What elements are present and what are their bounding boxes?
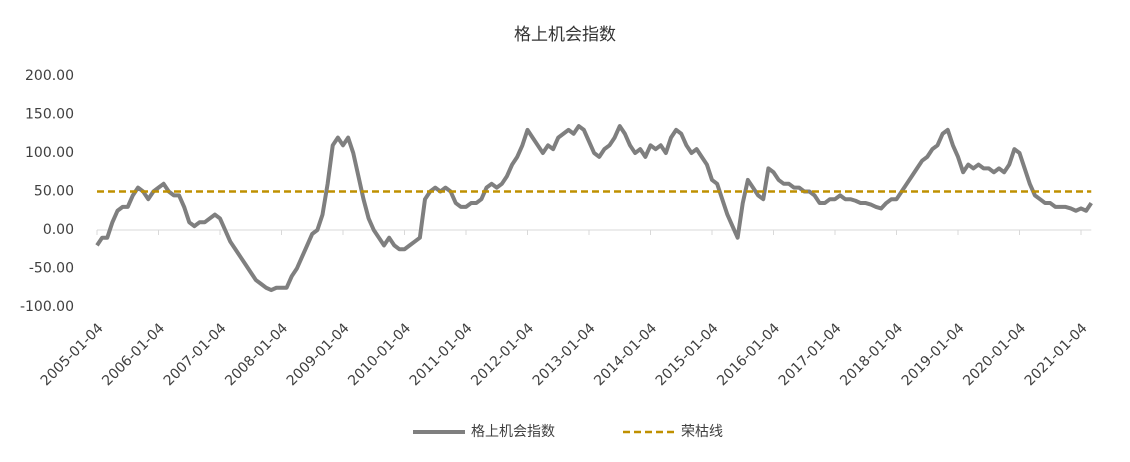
x-tick-label: 2009-01-04 <box>284 320 353 389</box>
x-tick-label: 2011-01-04 <box>407 320 476 389</box>
x-tick-label: 2005-01-04 <box>38 320 107 389</box>
x-tick-label: 2010-01-04 <box>345 320 414 389</box>
x-tick-label: 2014-01-04 <box>591 320 660 389</box>
y-tick-label: 0.00 <box>43 222 74 238</box>
y-tick-label: -100.00 <box>20 299 74 315</box>
x-tick-label: 2006-01-04 <box>99 320 168 389</box>
x-tick-label: 2020-01-04 <box>960 320 1029 389</box>
x-tick-label: 2007-01-04 <box>161 320 230 389</box>
x-tick-label: 2017-01-04 <box>776 320 845 389</box>
x-tick-label: 2016-01-04 <box>714 320 783 389</box>
y-tick-label: 200.00 <box>25 68 74 84</box>
x-tick-label: 2008-01-04 <box>222 320 291 389</box>
series-line <box>95 124 1093 293</box>
x-tick-label: 2015-01-04 <box>653 320 722 389</box>
legend-label: 荣枯线 <box>681 424 723 440</box>
x-tick-label: 2021-01-04 <box>1022 320 1091 389</box>
y-tick-label: 100.00 <box>25 145 74 161</box>
x-tick-label: 2019-01-04 <box>899 320 968 389</box>
y-tick-label: 150.00 <box>25 107 74 123</box>
x-tick-label: 2018-01-04 <box>837 320 906 389</box>
legend-label: 格上机会指数 <box>471 424 555 440</box>
y-tick-label: -50.00 <box>29 261 74 277</box>
x-tick-label: 2012-01-04 <box>468 320 537 389</box>
chart-title: 格上机会指数 <box>514 25 616 45</box>
y-tick-label: 50.00 <box>34 184 74 200</box>
x-tick-label: 2013-01-04 <box>530 320 599 389</box>
